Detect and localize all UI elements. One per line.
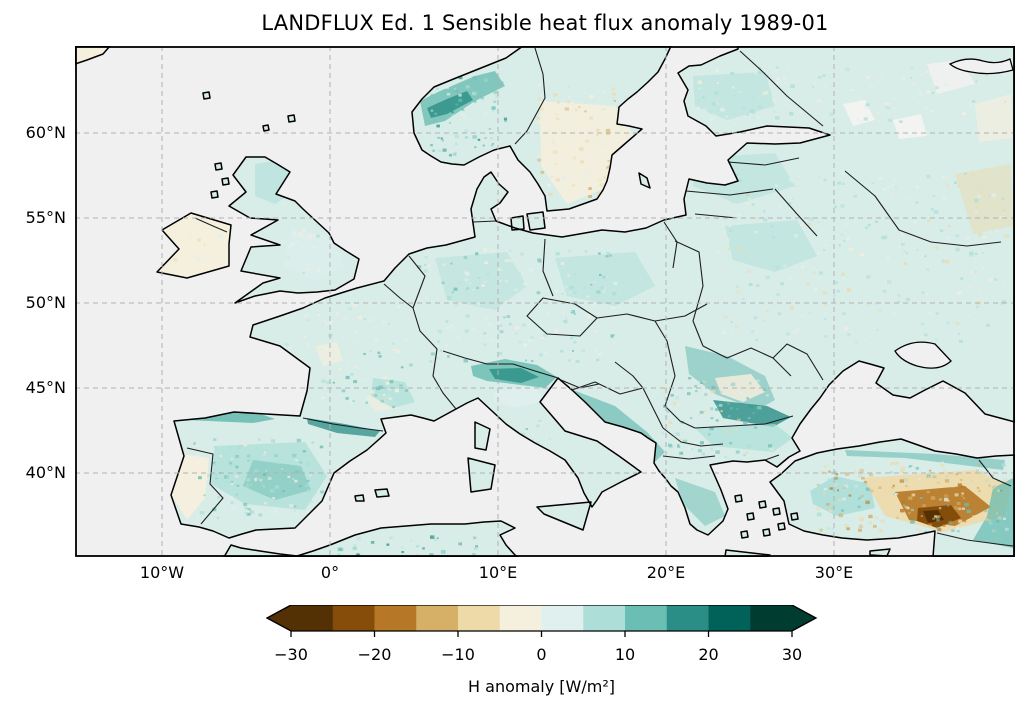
colorbar-tick-label-0: 0 [536,645,547,664]
white-sea-inlet [948,58,1014,75]
colorbar-body [266,605,818,637]
country-borders [186,47,1014,547]
anomaly-speckle-texture [173,66,1009,557]
colorbar-tick-label-m30: −30 [274,645,308,664]
figure-title: LANDFLUX Ed. 1 Sensible heat flux anomal… [261,11,829,35]
x-tick-label-0: 0° [320,563,340,582]
y-tick-label-60n: 60°N [25,123,66,142]
y-tick-label-50n: 50°N [25,293,66,312]
map-frame [75,46,1015,557]
colorbar-tick-label-10: 10 [614,645,636,664]
x-tick-label-10e: 10°E [478,563,518,582]
colorbar-tick-label-m10: −10 [441,645,475,664]
colorbar [266,605,818,637]
y-tick-label-40n: 40°N [25,463,66,482]
colorbar-axis-label: H anomaly [W/m²] [468,677,615,696]
x-tick-label-20e: 20°E [646,563,686,582]
map-canvas [75,46,1015,557]
colorbar-tick-label-30: 30 [781,645,803,664]
colorbar-tick-label-20: 20 [698,645,719,664]
y-tick-label-45n: 45°N [25,378,66,397]
x-tick-label-30e: 30°E [814,563,854,582]
sea-of-azov [894,341,952,369]
map-axes [75,46,1015,557]
graticule [75,46,1015,557]
x-tick-label-10w: 10°W [139,563,185,582]
colorbar-tick-label-m20: −20 [357,645,392,664]
y-tick-label-55n: 55°N [25,208,66,227]
